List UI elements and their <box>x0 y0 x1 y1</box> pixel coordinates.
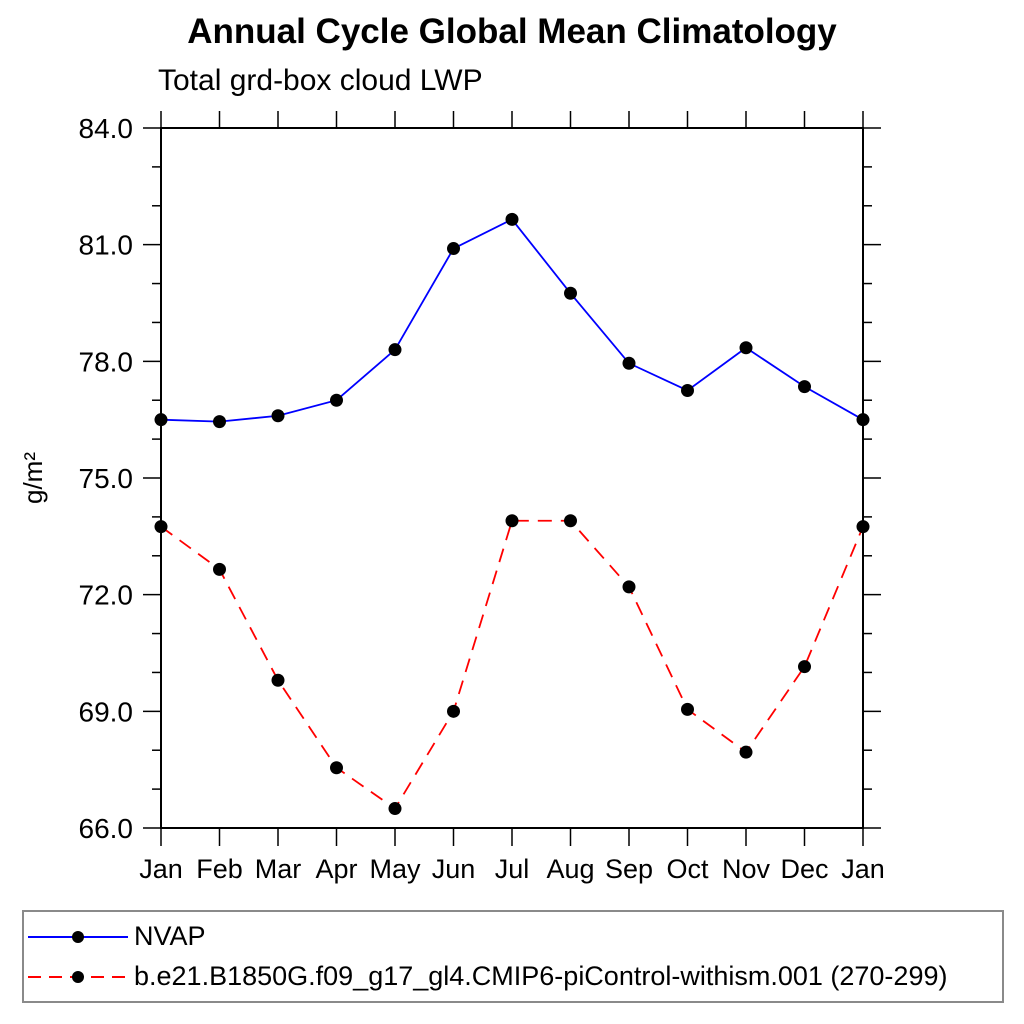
svg-text:72.0: 72.0 <box>79 580 134 611</box>
x-axis-ticks <box>160 111 864 846</box>
svg-text:Jan: Jan <box>841 854 885 884</box>
svg-text:84.0: 84.0 <box>79 113 134 144</box>
y-axis-ticks <box>143 127 881 829</box>
legend-line-sample-solid <box>28 930 128 943</box>
legend-label-model: b.e21.B1850G.f09_g17_gl4.CMIP6-piControl… <box>134 961 948 991</box>
svg-text:Nov: Nov <box>722 854 771 884</box>
y-axis-title: g/m² <box>18 452 48 504</box>
svg-text:Aug: Aug <box>546 854 594 884</box>
y-axis-labels: 66.0 69.0 72.0 75.0 78.0 81.0 84.0 <box>79 113 134 844</box>
svg-text:69.0: 69.0 <box>79 696 134 727</box>
svg-text:66.0: 66.0 <box>79 813 134 844</box>
legend-sample-marker-icon <box>72 970 84 983</box>
svg-text:78.0: 78.0 <box>79 346 134 377</box>
chart-subtitle: Total grd-box cloud LWP <box>158 64 483 97</box>
svg-text:Jul: Jul <box>495 854 530 884</box>
series-line-1 <box>160 519 864 810</box>
series-line-0 <box>160 218 864 423</box>
legend-sample-marker-icon <box>72 930 84 943</box>
plot-area: 66.0 69.0 72.0 75.0 78.0 81.0 84.0 Jan Feb Mar Apr… <box>18 111 885 884</box>
svg-text:75.0: 75.0 <box>79 463 134 494</box>
svg-text:May: May <box>369 854 421 884</box>
svg-text:Oct: Oct <box>666 854 709 884</box>
svg-text:Feb: Feb <box>196 854 243 884</box>
chart-title: Annual Cycle Global Mean Climatology <box>187 12 837 51</box>
svg-text:Dec: Dec <box>780 854 828 884</box>
legend-item-model: b.e21.B1850G.f09_g17_gl4.CMIP6-piControl… <box>26 957 1002 997</box>
svg-text:Apr: Apr <box>315 854 357 884</box>
legend-item-nvap: NVAP <box>26 917 1002 957</box>
series-markers-0 <box>154 212 870 429</box>
svg-text:81.0: 81.0 <box>79 230 134 261</box>
svg-text:Jan: Jan <box>139 854 183 884</box>
legend-box: NVAP b.e21.B1850G.f09_g17_gl4.CMIP6-piCo… <box>22 910 1004 1003</box>
series-markers-1 <box>154 514 870 816</box>
svg-text:Jun: Jun <box>432 854 476 884</box>
svg-text:Mar: Mar <box>255 854 302 884</box>
svg-text:Sep: Sep <box>605 854 653 884</box>
plot-frame <box>160 127 864 829</box>
legend-line-sample-dashed <box>28 970 128 983</box>
legend-label-nvap: NVAP <box>134 921 206 951</box>
x-axis-labels: Jan Feb Mar Apr May Jun Jul Aug Sep Oct Nov Dec Jan <box>139 854 885 884</box>
